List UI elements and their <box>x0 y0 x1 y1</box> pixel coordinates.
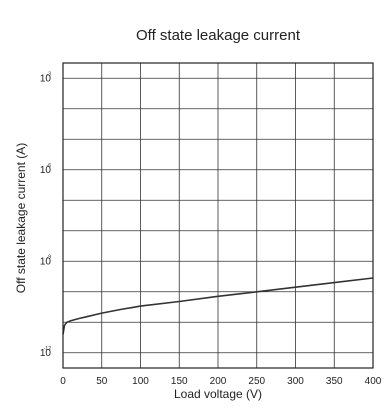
chart-title: Off state leakage current <box>136 27 301 44</box>
grid <box>63 63 373 368</box>
x-tick-label: 100 <box>132 376 149 387</box>
y-tick-label-exponent: -6 <box>47 163 52 169</box>
x-tick-label: 300 <box>287 376 304 387</box>
x-tick-label: 0 <box>60 376 66 387</box>
y-tick-label-exponent: -9 <box>47 254 52 260</box>
x-axis-ticks: 0 50 100 150 200 250 300 350 400 <box>60 376 382 387</box>
x-tick-label: 50 <box>96 376 108 387</box>
y-axis-label: Off state leakage current (A) <box>14 143 28 294</box>
y-tick-label-exponent: -3 <box>47 71 52 77</box>
y-tick-label-exponent: -12 <box>44 346 51 352</box>
x-axis-label: Load voltage (V) <box>174 387 262 401</box>
y-axis-ticks: 10-310-610-910-12 <box>40 71 52 359</box>
x-tick-label: 200 <box>210 376 227 387</box>
x-tick-label: 350 <box>326 376 343 387</box>
x-tick-label: 250 <box>248 376 265 387</box>
x-tick-label: 400 <box>365 376 382 387</box>
x-tick-label: 150 <box>171 376 188 387</box>
